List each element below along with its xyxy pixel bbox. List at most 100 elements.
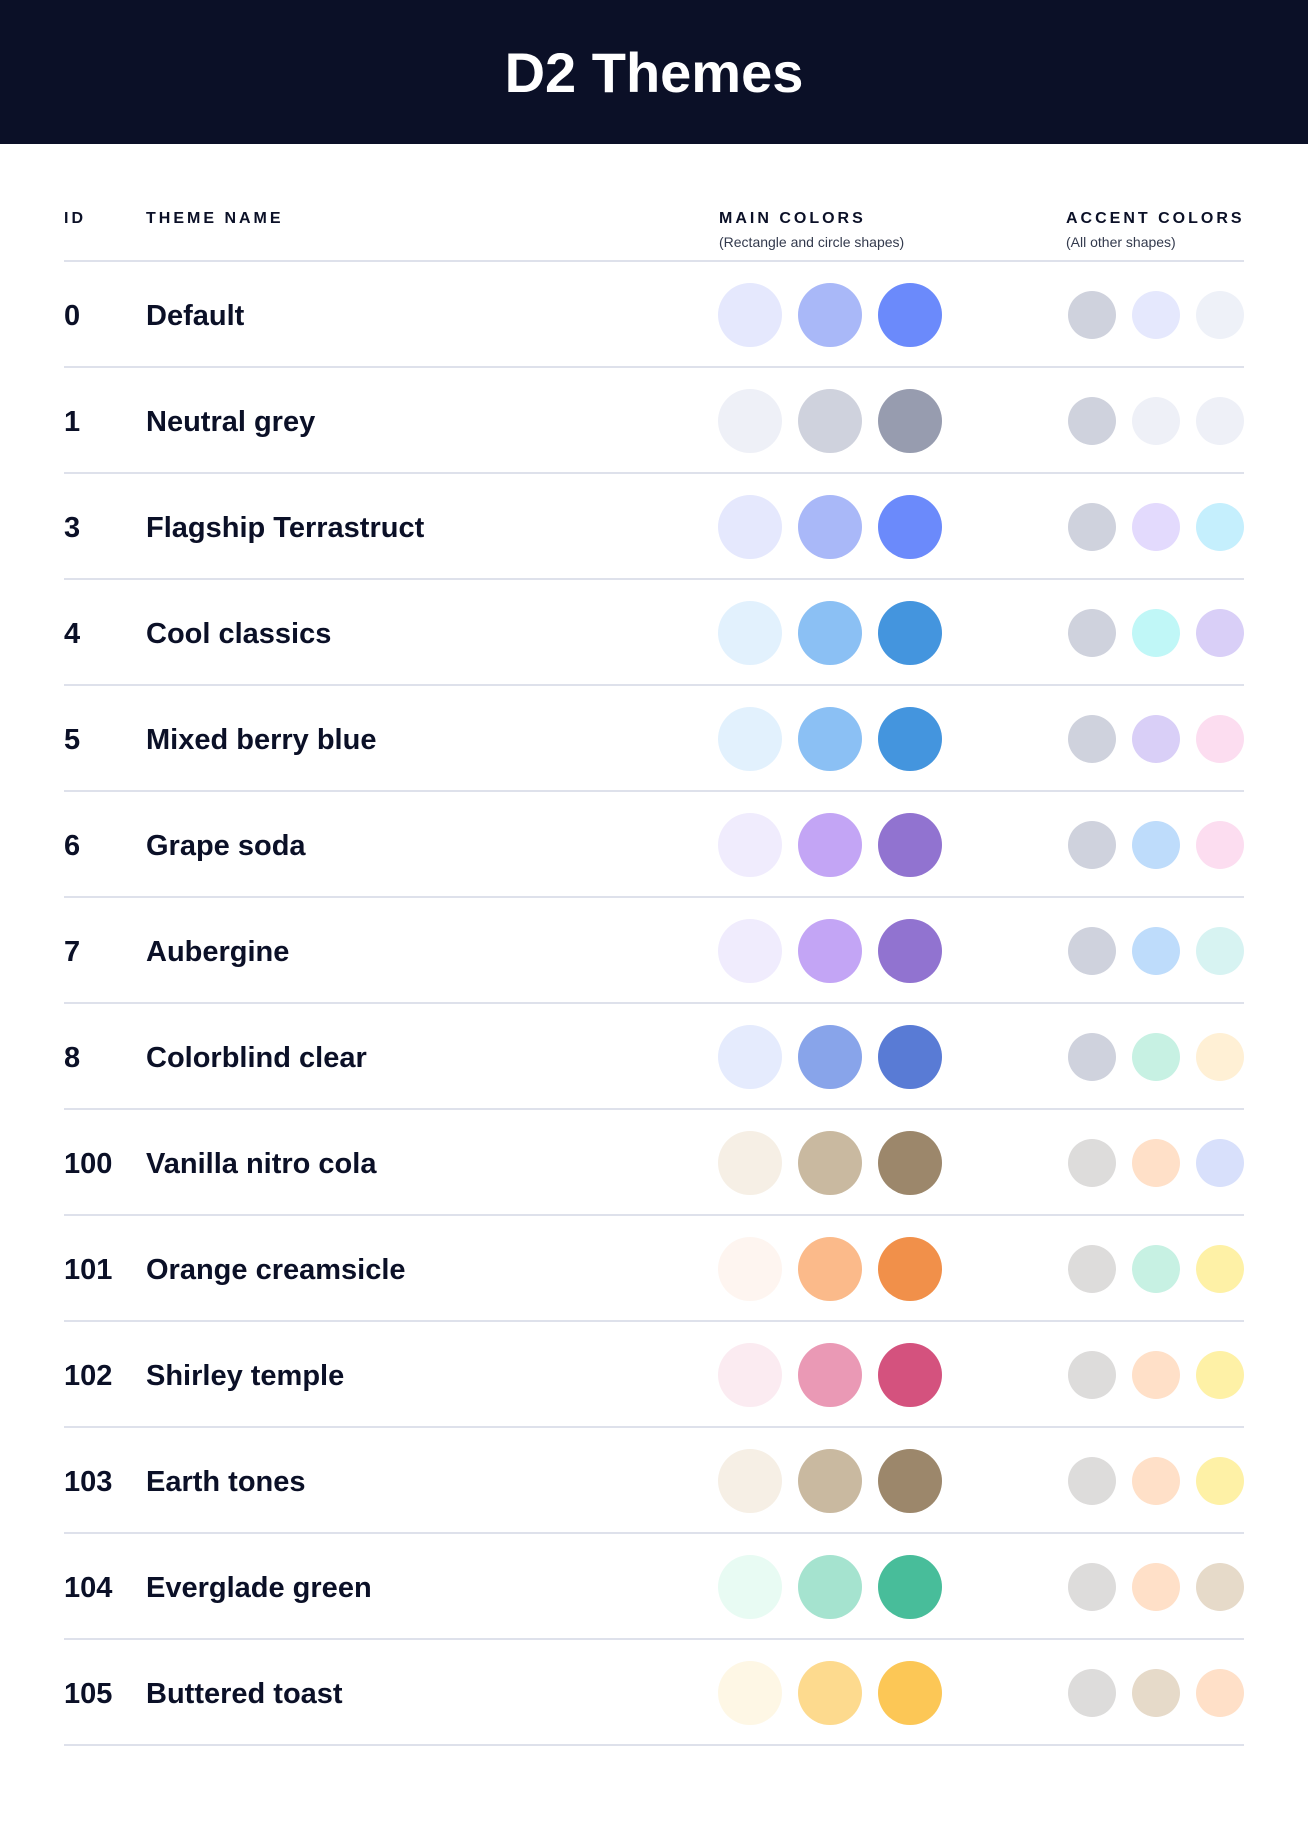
main-color-swatch	[798, 1555, 862, 1619]
accent-color-swatch	[1068, 503, 1116, 551]
main-color-swatch	[798, 495, 862, 559]
column-subheader-accent: (All other shapes)	[1066, 234, 1176, 250]
main-color-swatch	[718, 1025, 782, 1089]
theme-row: 102 Shirley temple	[0, 1322, 1308, 1428]
main-color-swatch	[878, 601, 942, 665]
main-color-swatch	[718, 495, 782, 559]
accent-color-swatch	[1132, 927, 1180, 975]
row-divider	[64, 896, 1244, 898]
accent-color-swatch	[1196, 1457, 1244, 1505]
theme-row: 105 Buttered toast	[0, 1640, 1308, 1746]
main-color-swatch	[798, 1343, 862, 1407]
row-divider	[64, 1532, 1244, 1534]
main-color-swatch	[878, 1025, 942, 1089]
main-color-swatch	[718, 919, 782, 983]
page-header: D2 Themes	[0, 0, 1308, 144]
row-divider	[64, 1214, 1244, 1216]
theme-id: 8	[64, 1042, 81, 1074]
accent-color-swatch	[1068, 1457, 1116, 1505]
accent-color-swatch	[1068, 291, 1116, 339]
accent-color-swatch	[1132, 1457, 1180, 1505]
header-divider	[64, 260, 1244, 262]
accent-color-swatch	[1132, 609, 1180, 657]
main-color-swatch	[878, 495, 942, 559]
main-color-swatch	[798, 1449, 862, 1513]
theme-row: 103 Earth tones	[0, 1428, 1308, 1534]
theme-name: Shirley temple	[146, 1360, 345, 1392]
main-color-swatch	[878, 1237, 942, 1301]
theme-id: 7	[64, 936, 81, 968]
main-color-swatch	[878, 1343, 942, 1407]
main-color-swatch	[878, 1449, 942, 1513]
theme-row: 7 Aubergine	[0, 898, 1308, 1004]
theme-name: Neutral grey	[146, 406, 316, 438]
theme-row: 100 Vanilla nitro cola	[0, 1110, 1308, 1216]
main-color-swatch	[798, 283, 862, 347]
theme-id: 6	[64, 830, 81, 862]
accent-color-swatch	[1068, 1351, 1116, 1399]
main-color-swatch	[718, 1131, 782, 1195]
theme-row: 8 Colorblind clear	[0, 1004, 1308, 1110]
accent-color-swatch	[1196, 1139, 1244, 1187]
theme-name: Orange creamsicle	[146, 1254, 406, 1286]
accent-color-swatch	[1132, 397, 1180, 445]
main-color-swatch	[798, 389, 862, 453]
row-divider	[64, 578, 1244, 580]
accent-color-swatch	[1132, 1139, 1180, 1187]
theme-id: 101	[64, 1254, 113, 1286]
accent-color-swatch	[1068, 609, 1116, 657]
main-color-swatch	[718, 389, 782, 453]
accent-color-swatch	[1196, 821, 1244, 869]
main-color-swatch	[878, 283, 942, 347]
accent-color-swatch	[1196, 1351, 1244, 1399]
theme-id: 104	[64, 1572, 113, 1604]
main-color-swatch	[718, 1237, 782, 1301]
theme-name: Grape soda	[146, 830, 306, 862]
row-divider	[64, 1744, 1244, 1746]
row-divider	[64, 1108, 1244, 1110]
theme-row: 3 Flagship Terrastruct	[0, 474, 1308, 580]
theme-name: Cool classics	[146, 618, 332, 650]
column-header-main: MAIN COLORS	[719, 210, 866, 227]
accent-color-swatch	[1132, 1033, 1180, 1081]
row-divider	[64, 366, 1244, 368]
accent-color-swatch	[1196, 927, 1244, 975]
main-color-swatch	[718, 1661, 782, 1725]
main-color-swatch	[798, 1025, 862, 1089]
main-color-swatch	[798, 813, 862, 877]
theme-name: Default	[146, 300, 245, 332]
accent-color-swatch	[1132, 1245, 1180, 1293]
page-title: D2 Themes	[504, 40, 804, 104]
accent-color-swatch	[1196, 1669, 1244, 1717]
row-divider	[64, 790, 1244, 792]
accent-color-swatch	[1068, 1563, 1116, 1611]
row-divider	[64, 472, 1244, 474]
accent-color-swatch	[1132, 1669, 1180, 1717]
theme-row: 101 Orange creamsicle	[0, 1216, 1308, 1322]
accent-color-swatch	[1196, 1245, 1244, 1293]
theme-name: Everglade green	[146, 1572, 372, 1604]
row-divider	[64, 1426, 1244, 1428]
theme-row: 6 Grape soda	[0, 792, 1308, 898]
accent-color-swatch	[1068, 1139, 1116, 1187]
theme-id: 1	[64, 406, 81, 438]
theme-name: Mixed berry blue	[146, 724, 377, 756]
main-color-swatch	[718, 283, 782, 347]
main-color-swatch	[878, 707, 942, 771]
accent-color-swatch	[1068, 397, 1116, 445]
column-header-id: ID	[64, 210, 86, 227]
row-divider	[64, 1002, 1244, 1004]
main-color-swatch	[878, 813, 942, 877]
theme-row: 1 Neutral grey	[0, 368, 1308, 474]
main-color-swatch	[718, 707, 782, 771]
main-color-swatch	[718, 601, 782, 665]
main-color-swatch	[798, 1661, 862, 1725]
theme-id: 103	[64, 1466, 113, 1498]
accent-color-swatch	[1196, 1033, 1244, 1081]
row-divider	[64, 1320, 1244, 1322]
theme-name: Flagship Terrastruct	[146, 512, 425, 544]
row-divider	[64, 684, 1244, 686]
main-color-swatch	[798, 601, 862, 665]
accent-color-swatch	[1132, 821, 1180, 869]
accent-color-swatch	[1196, 1563, 1244, 1611]
